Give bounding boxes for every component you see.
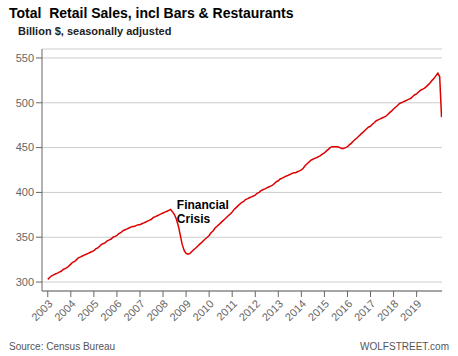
svg-text:2009: 2009	[167, 297, 193, 323]
svg-text:2006: 2006	[98, 297, 124, 323]
svg-text:2017: 2017	[352, 297, 378, 323]
html-text:Billion $, seasonally adjusted: Billion $, seasonally adjusted	[18, 25, 172, 37]
svg-text:2019: 2019	[398, 297, 424, 323]
svg-text:2014: 2014	[283, 297, 309, 323]
html-text:WOLFSTREET.com: WOLFSTREET.com	[360, 341, 449, 352]
svg-text:2008: 2008	[144, 297, 170, 323]
svg-text:2012: 2012	[236, 297, 262, 323]
svg-text:450: 450	[16, 141, 34, 153]
svg-text:400: 400	[16, 186, 34, 198]
svg-text:2004: 2004	[52, 297, 78, 323]
svg-text:2011: 2011	[214, 297, 239, 322]
svg-text:FinancialCrisis: FinancialCrisis	[177, 198, 229, 226]
svg-text:2016: 2016	[329, 297, 355, 323]
svg-text:2010: 2010	[190, 297, 216, 323]
svg-text:2018: 2018	[375, 297, 401, 323]
svg-text:2005: 2005	[75, 297, 101, 323]
svg-text:500: 500	[16, 97, 34, 109]
svg-text:2013: 2013	[259, 297, 285, 323]
html-text:Source: Census Bureau: Source: Census Bureau	[9, 341, 116, 352]
svg-text:550: 550	[16, 52, 34, 64]
svg-text:350: 350	[16, 231, 34, 243]
svg-text:2007: 2007	[121, 297, 147, 323]
svg-text:2003: 2003	[29, 297, 55, 323]
svg-text:2015: 2015	[306, 297, 332, 323]
svg-text:300: 300	[16, 276, 34, 288]
html-text:Total Retail Sales, incl Bars: Total Retail Sales, incl Bars & Restaura…	[9, 5, 294, 21]
